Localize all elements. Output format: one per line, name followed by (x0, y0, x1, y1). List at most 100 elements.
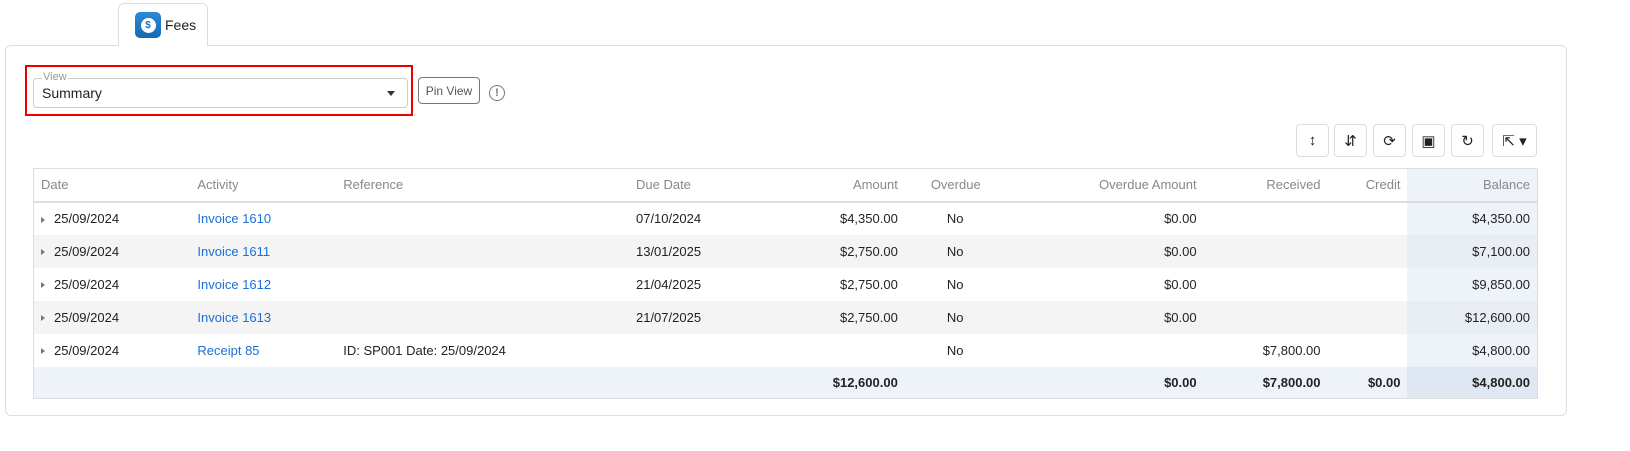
cell-credit (1328, 268, 1408, 301)
columns-icon: ▣ (1421, 132, 1436, 150)
cell-overdue: No (946, 276, 964, 292)
total-balance: $4,800.00 (1407, 366, 1538, 399)
cell-overdue-amount (1010, 334, 1204, 367)
total-credit: $0.00 (1327, 366, 1408, 399)
dollar-icon: $ (135, 12, 161, 38)
cell-reference (336, 202, 629, 235)
total-amount: $12,600.00 (759, 366, 905, 399)
expand-row-icon[interactable] (41, 315, 45, 322)
total-overdue-amount: $0.00 (1009, 366, 1204, 399)
info-icon[interactable]: ! (489, 85, 505, 101)
total-received: $7,800.00 (1203, 366, 1328, 399)
cell-balance: $9,850.00 (1407, 267, 1538, 301)
cell-reference (336, 235, 629, 268)
activity-link[interactable]: Invoice 1611 (197, 243, 271, 259)
column-header-overdue-amount[interactable]: Overdue Amount (1009, 168, 1204, 203)
cell-reference: ID: SP001 Date: 25/09/2024 (343, 342, 506, 358)
date-text: 25/09/2024 (54, 342, 120, 358)
view-value: Summary (42, 85, 102, 101)
cell-credit (1328, 334, 1408, 367)
cell-date: 25/09/2024 (34, 268, 191, 301)
cell-overdue: No (946, 309, 964, 325)
cell-due: 21/07/2025 (635, 309, 702, 325)
cell-received (1204, 301, 1328, 334)
column-header-amount[interactable]: Amount (759, 168, 905, 203)
expand-row-icon[interactable] (41, 249, 45, 256)
column-header-activity[interactable]: Activity (190, 168, 337, 203)
table-row[interactable]: 25/09/2024 Invoice 1610 07/10/2024 $4,350.0… (34, 201, 1538, 235)
cell-received: $7,800.00 (1262, 342, 1321, 358)
expand-row-icon[interactable] (41, 348, 45, 355)
tab-fees[interactable]: $ Fees (118, 3, 208, 46)
date-text: 25/09/2024 (54, 276, 120, 292)
reset-button[interactable]: ↻ (1451, 124, 1484, 157)
cell-overdue: No (946, 243, 964, 259)
column-header-date[interactable]: Date (33, 168, 191, 203)
export-button[interactable]: ⇱ ▾ (1492, 124, 1537, 157)
cell-credit (1328, 202, 1408, 235)
expand-row-icon[interactable] (41, 282, 45, 289)
pin-view-button[interactable]: Pin View (418, 77, 480, 104)
cell-due (629, 334, 760, 367)
cell-overdue-amount: $0.00 (1164, 309, 1197, 325)
cell-due: 13/01/2025 (635, 243, 702, 259)
cell-date: 25/09/2024 (34, 301, 191, 334)
cell-overdue-amount: $0.00 (1164, 276, 1197, 292)
cell-received (1204, 202, 1328, 235)
cell-balance: $4,800.00 (1407, 333, 1538, 367)
column-header-due-date[interactable]: Due Date (628, 168, 760, 203)
highlight-box (25, 65, 413, 116)
column-header-credit[interactable]: Credit (1327, 168, 1408, 203)
export-icon: ⇱ ▾ (1502, 132, 1527, 150)
cell-amount (760, 334, 905, 367)
column-header-received[interactable]: Received (1203, 168, 1328, 203)
date-text: 25/09/2024 (54, 309, 120, 325)
expand-all-button[interactable]: ↕ (1296, 124, 1329, 157)
table-row[interactable]: 25/09/2024 Receipt 85 ID: SP001 Date: 25/0… (34, 333, 1538, 367)
expand-all-icon: ↕ (1308, 132, 1317, 149)
tab-label: Fees (165, 17, 197, 33)
cell-activity: Receipt 85 (190, 334, 336, 367)
totals-row: $12,600.00 $0.00 $7,800.00 $0.00 $4,800.… (33, 366, 1538, 399)
column-header-balance[interactable]: Balance (1407, 168, 1538, 203)
view-select[interactable]: View Summary (33, 71, 408, 108)
cell-received (1204, 235, 1328, 268)
date-text: 25/09/2024 (54, 243, 120, 259)
date-text: 25/09/2024 (54, 211, 120, 226)
cell-amount: $2,750.00 (839, 309, 898, 325)
cell-received (1204, 268, 1328, 301)
cell-date: 25/09/2024 (34, 334, 191, 367)
cell-overdue-amount: $0.00 (1164, 211, 1197, 226)
cell-amount: $4,350.00 (839, 211, 898, 226)
activity-link[interactable]: Invoice 1613 (197, 309, 272, 325)
cell-overdue-amount: $0.00 (1164, 243, 1197, 259)
table-row[interactable]: 25/09/2024 Invoice 1611 13/01/2025 $2,750.0… (33, 234, 1538, 268)
cell-balance: $12,600.00 (1407, 300, 1538, 334)
refresh-button[interactable]: ⟳ (1373, 124, 1406, 157)
cell-amount: $2,750.00 (839, 243, 898, 259)
cell-overdue: No (946, 342, 964, 358)
fees-panel (5, 45, 1567, 416)
table-row[interactable]: 25/09/2024 Invoice 1612 21/04/2025 $2,750.0… (34, 267, 1538, 301)
columns-button[interactable]: ▣ (1412, 124, 1445, 157)
cell-activity: Invoice 1612 (190, 268, 336, 301)
cell-reference (336, 301, 629, 334)
chevron-down-icon (387, 91, 395, 96)
cell-credit (1328, 235, 1408, 268)
refresh-icon: ⟳ (1383, 132, 1396, 150)
table-row[interactable]: 25/09/2024 Invoice 1613 21/07/2025 $2,750.0… (33, 300, 1538, 334)
cell-activity: Invoice 1613 (190, 301, 336, 334)
fees-table: Date Activity Reference Due Date Amount Overd… (33, 168, 1538, 399)
collapse-all-button[interactable]: ⇵ (1334, 124, 1367, 157)
activity-link[interactable]: Receipt 85 (197, 342, 260, 358)
cell-reference (336, 268, 629, 301)
expand-row-icon[interactable] (41, 216, 45, 223)
activity-link[interactable]: Invoice 1612 (197, 276, 272, 292)
cell-credit (1328, 301, 1408, 334)
cell-date: 25/09/2024 (34, 202, 191, 235)
activity-link[interactable]: Invoice 1610 (197, 211, 272, 226)
cell-due: 07/10/2024 (635, 211, 702, 226)
collapse-all-icon: ⇵ (1344, 132, 1357, 150)
column-header-reference[interactable]: Reference (336, 168, 629, 203)
column-header-overdue[interactable]: Overdue (904, 168, 1010, 203)
